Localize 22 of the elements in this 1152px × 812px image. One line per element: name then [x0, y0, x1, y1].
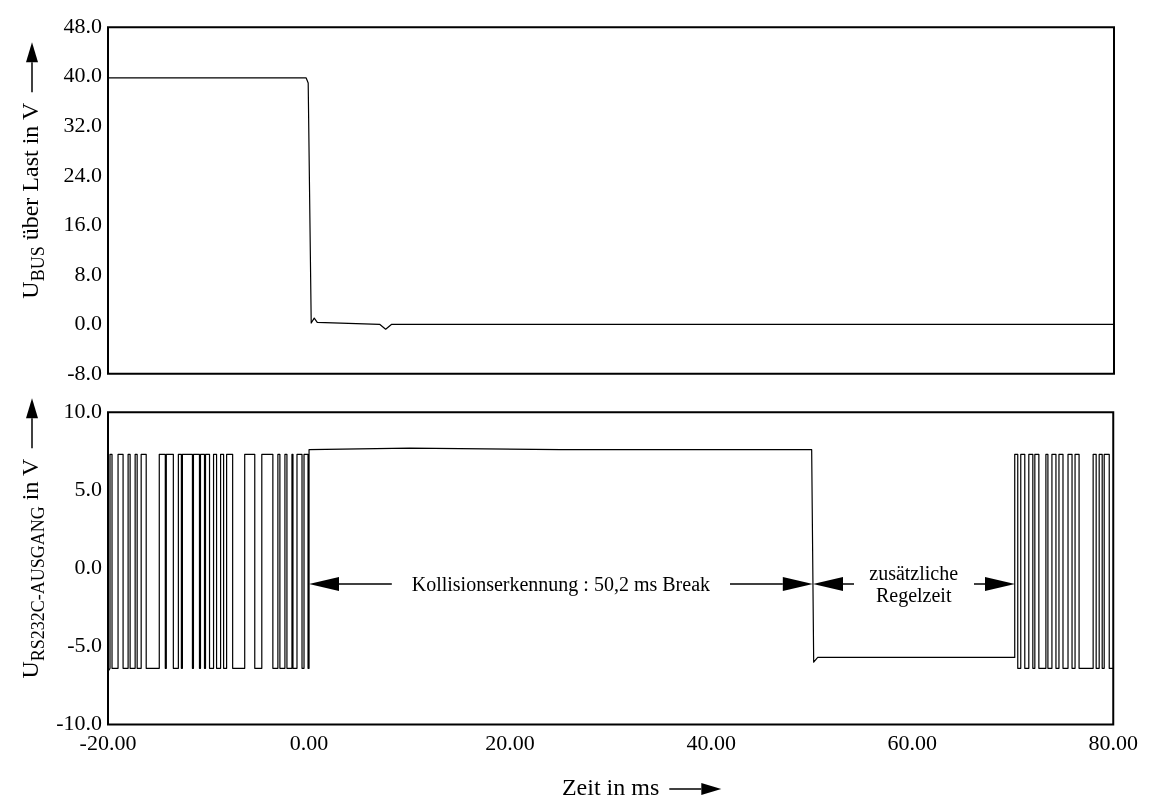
x-axis-title: Zeit in ms	[561, 774, 660, 801]
y-tick-label: 24.0	[63, 161, 102, 187]
y-tick-label: -5.0	[67, 632, 102, 658]
y-tick-label: 32.0	[63, 112, 102, 138]
annotation: zusätzliche Regelzeit	[868, 562, 960, 607]
y-tick-label: 40.0	[63, 62, 102, 88]
y-tick-label: 0.0	[74, 554, 102, 580]
y-tick-label: 16.0	[63, 211, 102, 237]
y-tick-label: -8.0	[67, 359, 102, 385]
y-tick-label: 5.0	[74, 476, 102, 502]
x-tick-label: 40.00	[686, 729, 736, 755]
y-tick-label: 10.0	[63, 397, 102, 423]
x-tick-label: 60.00	[887, 729, 937, 755]
x-tick-label: 80.00	[1088, 729, 1138, 755]
y-axis-title: UBUS über Last in V	[17, 102, 48, 299]
y-tick-label: 0.0	[74, 310, 102, 336]
y-tick-label: 48.0	[63, 12, 102, 38]
annotation: Kollisionserkennung : 50,2 ms Break	[410, 573, 711, 596]
x-tick-label: 0.00	[289, 729, 329, 755]
y-tick-label: 8.0	[74, 260, 102, 286]
y-axis-title: URS232C-AUSGANG in V	[17, 457, 48, 679]
x-tick-label: 20.00	[485, 729, 535, 755]
